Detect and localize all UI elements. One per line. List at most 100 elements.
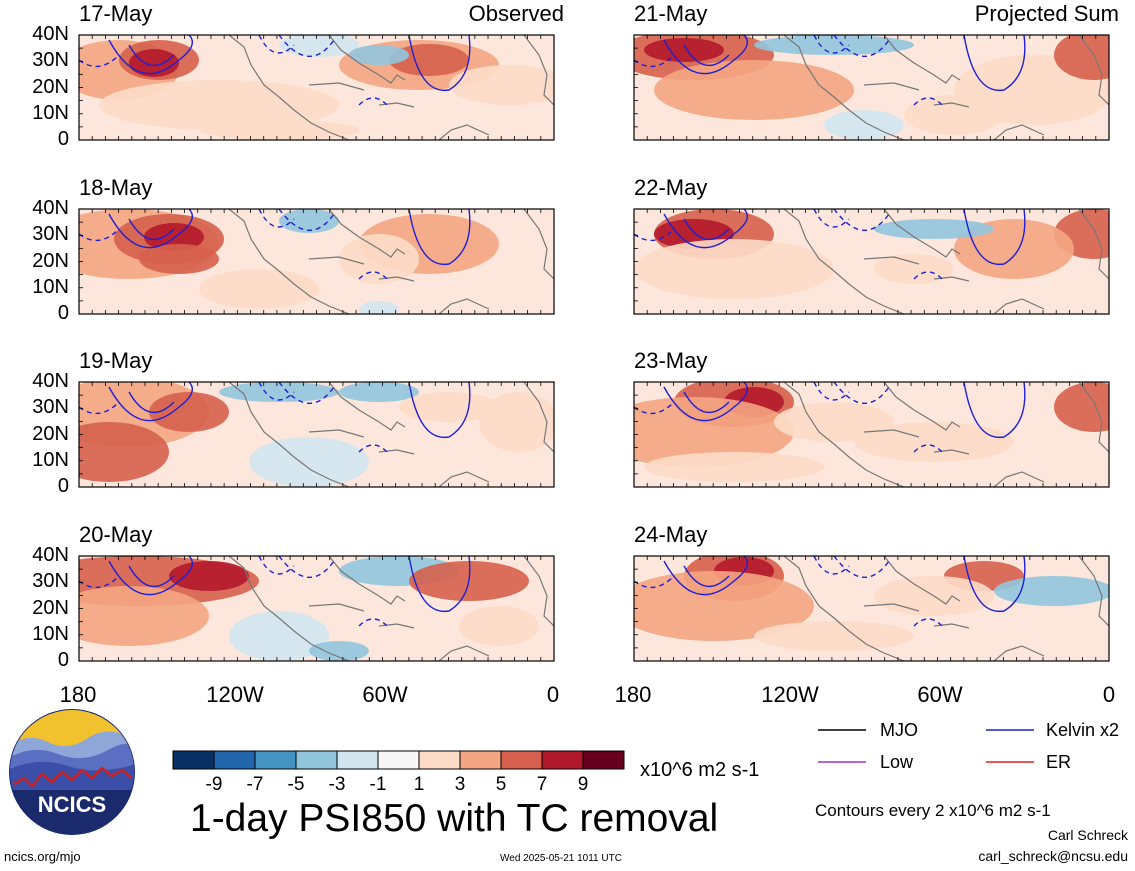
negative-contour <box>278 382 335 404</box>
anomaly-region <box>1054 35 1109 80</box>
lon-label: 120W <box>206 682 264 707</box>
coastline <box>783 556 1109 661</box>
psi850-map <box>78 555 555 662</box>
negative-contour <box>913 97 945 108</box>
coastline <box>228 556 554 661</box>
colorbar-bin <box>582 750 625 770</box>
coastline <box>228 382 554 487</box>
colorbar-bin <box>418 750 461 770</box>
anomaly-region <box>199 120 359 140</box>
psi850-map <box>633 34 1110 141</box>
positive-contour <box>108 556 193 596</box>
lon-label: 120W <box>761 682 819 707</box>
panel-label: Observed <box>468 1 564 26</box>
legend-label-low: Low <box>880 752 914 772</box>
lon-label: 0 <box>1102 682 1116 707</box>
negative-contour <box>634 54 675 68</box>
positive-contour <box>128 565 175 588</box>
panel-date: 17-May <box>79 1 153 26</box>
panel-date: 18-May <box>79 175 153 200</box>
negative-contour <box>79 228 120 242</box>
positive-contour <box>963 209 1026 266</box>
panel-date: 19-May <box>79 348 153 373</box>
anomaly-region <box>754 35 914 55</box>
panel-date: 21-May <box>634 1 708 26</box>
positive-contour <box>108 35 193 75</box>
main-title: 1-day PSI850 with TC removal <box>190 797 719 840</box>
panel-date: 23-May <box>634 348 708 373</box>
positive-contour <box>128 391 175 414</box>
negative-contour <box>358 271 390 282</box>
colorbar-label: 5 <box>496 774 507 794</box>
colorbar-label: 1 <box>414 774 425 794</box>
lat-label: 0 <box>57 302 69 324</box>
coastline <box>783 209 1109 314</box>
anomaly-region <box>149 392 229 432</box>
anomaly-region <box>219 382 339 402</box>
anomaly-region <box>279 209 339 233</box>
anomaly-region <box>139 244 219 274</box>
lat-label: 20N <box>32 249 69 272</box>
lat-label: 20N <box>32 422 69 445</box>
legend-label-er: ER <box>1046 752 1072 772</box>
lat-label: 30N <box>32 570 69 593</box>
positive-contour <box>683 565 730 588</box>
map-panel: 21-May Projected Sum <box>564 1 1119 146</box>
positive-contour <box>683 391 730 414</box>
anomaly-region <box>389 44 469 76</box>
negative-contour <box>358 97 390 108</box>
anomaly-region <box>449 65 554 105</box>
positive-contour <box>683 218 730 241</box>
coastline <box>783 382 1109 487</box>
anomaly-region <box>854 422 1014 462</box>
positive-contour <box>408 209 471 266</box>
positive-contour <box>963 382 1026 439</box>
anomaly-region <box>874 254 954 284</box>
colorbar-label: 7 <box>537 774 548 794</box>
footer-email[interactable]: carl_schreck@ncsu.edu <box>978 848 1128 864</box>
footer-url[interactable]: ncics.org/mjo <box>4 849 81 864</box>
anomaly-region <box>994 576 1109 606</box>
colorbar-bin <box>254 750 297 770</box>
negative-contour <box>79 54 120 68</box>
psi850-map <box>633 208 1110 315</box>
negative-contour <box>634 401 675 415</box>
lon-label: 180 <box>59 682 97 707</box>
panel-date: 22-May <box>634 175 708 200</box>
negative-contour <box>79 575 120 589</box>
negative-contour <box>634 228 675 242</box>
psi850-map <box>78 34 555 141</box>
lon-label: 0 <box>546 682 560 707</box>
psi850-map <box>633 555 1110 662</box>
anomaly-region <box>459 606 539 646</box>
colorbar-bin <box>172 750 215 770</box>
anomaly-region <box>249 437 369 487</box>
colorbar-bin <box>459 750 502 770</box>
anomaly-region <box>99 80 339 130</box>
lat-label: 40N <box>32 197 69 219</box>
lat-label: 30N <box>32 223 69 246</box>
anomaly-region <box>634 239 834 299</box>
colorbar-units: x10^6 m2 s-1 <box>640 759 760 781</box>
anomaly-region <box>399 392 499 422</box>
positive-contour <box>128 44 175 67</box>
lat-label: 0 <box>57 475 69 497</box>
map-panel: 23-May <box>564 348 1119 493</box>
colorbar-label: -7 <box>247 774 264 794</box>
anomaly-region <box>1054 382 1109 432</box>
negative-contour <box>278 209 335 231</box>
anomaly-region <box>129 49 179 77</box>
footer-author: Carl Schreck <box>1047 827 1128 843</box>
lat-label: 10N <box>32 622 69 645</box>
anomaly-region <box>229 611 329 661</box>
negative-contour <box>833 556 890 578</box>
negative-contour <box>913 444 945 455</box>
anomaly-region <box>644 452 824 482</box>
lat-label: 40N <box>32 370 69 392</box>
anomaly-region <box>339 234 419 284</box>
anomaly-region <box>169 561 249 591</box>
map-panel: 19-May 40N 30N 20N 10N 0 <box>9 348 564 497</box>
anomaly-region <box>349 45 409 65</box>
anomaly-region <box>904 95 1004 135</box>
positive-contour <box>963 556 1026 613</box>
